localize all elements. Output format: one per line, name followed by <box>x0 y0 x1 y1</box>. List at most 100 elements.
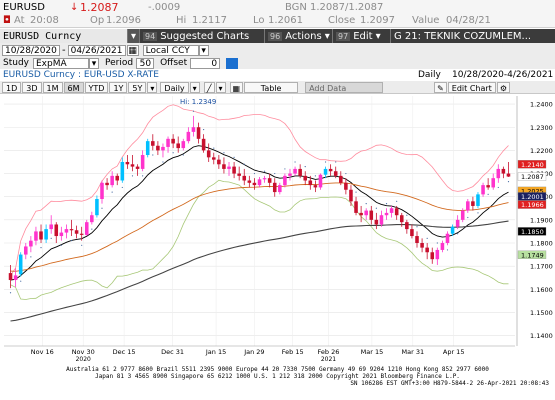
range-5y-button[interactable]: 5Y <box>128 81 147 93</box>
edit-chart-button[interactable]: Edit Chart <box>447 81 496 93</box>
y-tick-label: 1.1500 <box>530 309 553 317</box>
frequency-select[interactable]: Daily <box>160 81 189 93</box>
value-date: 04/28/21 <box>446 15 491 26</box>
sar-dot <box>253 172 256 175</box>
end-date-field[interactable]: 04/26/2021 <box>67 44 126 56</box>
candle-body <box>64 229 69 233</box>
close-value: 1.2097 <box>360 15 395 26</box>
chevron-down-icon[interactable]: ▾ <box>198 44 209 56</box>
candle-body <box>186 131 191 142</box>
draw-icon[interactable]: ✎ <box>434 81 447 93</box>
candle-body <box>460 210 465 220</box>
last-price: 1.2087 <box>80 0 119 14</box>
y-tick-label: 1.1700 <box>530 263 553 271</box>
candle-body <box>445 233 450 243</box>
year-label: 2021 <box>321 356 336 363</box>
security-field[interactable]: EURUSD Curncy <box>0 29 128 43</box>
line-chart-icon[interactable]: ╱ <box>203 81 215 93</box>
sar-dot <box>324 161 327 163</box>
chevron-down-icon[interactable]: ▾ <box>189 81 200 93</box>
candle-body <box>166 138 170 147</box>
chart-frequency: Daily <box>418 70 441 80</box>
range-3d-button[interactable]: 3D <box>22 81 42 93</box>
sar-dot <box>111 191 113 193</box>
price-label-text: 1.2087 <box>521 173 544 181</box>
range-6m-button[interactable]: 6M <box>63 81 84 93</box>
x-tick-label: Dec 31 <box>161 348 184 356</box>
candle-body <box>364 210 368 216</box>
candle-body <box>222 164 226 169</box>
sar-dot <box>497 186 499 189</box>
range-1m-button[interactable]: 1M <box>42 81 63 93</box>
close-label: Close <box>328 15 356 26</box>
range-1d-button[interactable]: 1D <box>2 81 22 93</box>
settings-icon[interactable]: ⚙ <box>496 81 510 93</box>
sar-dot <box>507 181 510 183</box>
candle-body <box>369 210 374 220</box>
candle-body <box>206 150 211 158</box>
currency-select[interactable]: Local CCY <box>142 44 199 56</box>
sar-dot <box>446 249 449 251</box>
grid-icon[interactable]: ▦ <box>229 81 244 93</box>
sar-dot <box>274 172 276 175</box>
sar-dot <box>355 191 357 193</box>
candle-body <box>298 168 302 176</box>
candle-body <box>399 215 404 223</box>
sar-dot <box>467 216 469 219</box>
period-field[interactable]: 50 <box>136 57 155 69</box>
ticker[interactable]: EURUSD <box>3 1 45 13</box>
sar-dot <box>487 193 489 195</box>
chart-range: 10/28/2020-4/26/2021 <box>452 70 554 80</box>
candle-body <box>120 161 125 181</box>
range-1y-button[interactable]: 1Y <box>109 81 128 93</box>
price-label-box <box>517 227 547 236</box>
sar-dot <box>60 244 62 246</box>
add-data-field[interactable]: Add Data <box>305 81 384 93</box>
candle-body <box>29 240 33 247</box>
suggested-charts-button[interactable]: 94 Suggested Charts <box>140 29 265 43</box>
price-chart[interactable]: 1.24001.23001.22001.21001.20001.19001.18… <box>0 94 555 366</box>
calendar-icon[interactable]: ▦ <box>126 44 139 56</box>
x-tick-label: Apr 15 <box>443 348 465 356</box>
actions-menu[interactable]: 96 Actions ▾ <box>265 29 333 43</box>
candle-body <box>34 231 38 241</box>
offset-field[interactable]: 0 <box>190 57 221 69</box>
candle-body <box>237 173 241 176</box>
dropdown-icon[interactable]: ▾ <box>128 29 140 43</box>
chevron-down-icon[interactable]: ▾ <box>89 57 99 69</box>
candle-body <box>410 229 414 237</box>
sar-dot <box>426 237 428 239</box>
candle-body <box>389 208 394 213</box>
table-button[interactable]: Table <box>244 81 299 93</box>
price-label-box <box>517 172 547 181</box>
candle-body <box>115 175 120 181</box>
sar-dot <box>131 175 134 177</box>
study-select[interactable]: ExpMA <box>33 57 89 69</box>
start-date-field[interactable]: 10/28/2020 <box>2 44 60 56</box>
price-label-box <box>517 160 547 169</box>
sar-dot <box>284 168 286 170</box>
candle-body <box>161 146 165 151</box>
chevron-down-icon[interactable]: ▾ <box>215 81 226 93</box>
candle-body <box>130 164 135 167</box>
edit-menu[interactable]: 97 Edit ▾ <box>333 29 391 43</box>
bollinger-upper-line <box>10 104 509 276</box>
candle-body <box>267 178 272 183</box>
candle-body <box>242 175 247 181</box>
x-tick-label: Feb 26 <box>318 348 340 356</box>
sar-dot <box>121 186 123 189</box>
chevron-down-icon[interactable]: ▾ <box>147 81 158 93</box>
candle-body <box>405 222 409 230</box>
candle-body <box>384 212 389 216</box>
price-label-text: 1.2025 <box>521 187 544 195</box>
x-tick-label: Jan 29 <box>243 348 264 356</box>
edit-number: 97 <box>336 31 351 41</box>
candle-body <box>252 182 257 186</box>
candlestick-series <box>8 115 511 289</box>
sar-dot <box>314 175 316 177</box>
candle-body <box>496 168 501 179</box>
apply-study-button[interactable] <box>226 57 239 69</box>
ema-short-line <box>10 145 509 281</box>
range-ytd-button[interactable]: YTD <box>84 81 109 93</box>
